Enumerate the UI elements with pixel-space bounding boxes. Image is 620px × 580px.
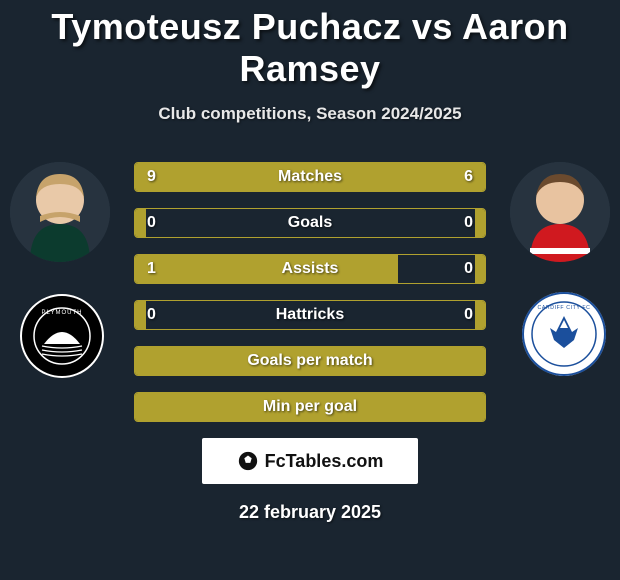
soccer-ball-icon: [237, 450, 259, 472]
svg-text:PLYMOUTH: PLYMOUTH: [42, 310, 83, 316]
brand-text: FcTables.com: [265, 451, 384, 472]
comparison-card: Tymoteusz Puchacz vs Aaron Ramsey Club c…: [0, 0, 620, 580]
stat-row: Goals per match: [134, 346, 486, 376]
stat-row: Matches96: [134, 162, 486, 192]
stat-row: Hattricks00: [134, 300, 486, 330]
stat-fill-right: [475, 209, 486, 237]
player-left-silhouette: [10, 162, 110, 262]
stat-fill-right: [475, 255, 486, 283]
plymouth-badge-icon: PLYMOUTH: [20, 294, 104, 378]
svg-text:CARDIFF CITY FC: CARDIFF CITY FC: [538, 305, 591, 311]
stat-row: Assists10: [134, 254, 486, 284]
stat-fill-left: [135, 209, 146, 237]
date-text: 22 february 2025: [10, 502, 610, 523]
stat-fill-right: [475, 301, 486, 329]
club-badge-right: CARDIFF CITY FC: [522, 292, 606, 376]
brand-badge: FcTables.com: [202, 438, 418, 484]
stat-fill-left: [135, 347, 485, 375]
subtitle: Club competitions, Season 2024/2025: [0, 104, 620, 124]
stat-row: Min per goal: [134, 392, 486, 422]
stat-fill-left: [135, 163, 345, 191]
stat-gap: [146, 301, 475, 329]
stat-fill-left: [135, 255, 398, 283]
stat-row: Goals00: [134, 208, 486, 238]
player-right-silhouette: [510, 162, 610, 262]
stats-bars: Matches96 Goals00 Assists10 Hattricks00 Goal…: [134, 162, 486, 422]
cardiff-badge-icon: CARDIFF CITY FC: [522, 292, 606, 376]
club-badge-left: PLYMOUTH: [20, 294, 104, 378]
player-right-avatar: [510, 162, 610, 262]
stat-gap: [398, 255, 475, 283]
player-left-avatar: [10, 162, 110, 262]
page-title: Tymoteusz Puchacz vs Aaron Ramsey: [0, 6, 620, 90]
content-area: PLYMOUTH CARDIFF CITY FC Matches96 Goals0…: [0, 162, 620, 523]
stat-gap: [146, 209, 475, 237]
stat-fill-right: [345, 163, 485, 191]
stat-fill-left: [135, 393, 485, 421]
stat-fill-left: [135, 301, 146, 329]
